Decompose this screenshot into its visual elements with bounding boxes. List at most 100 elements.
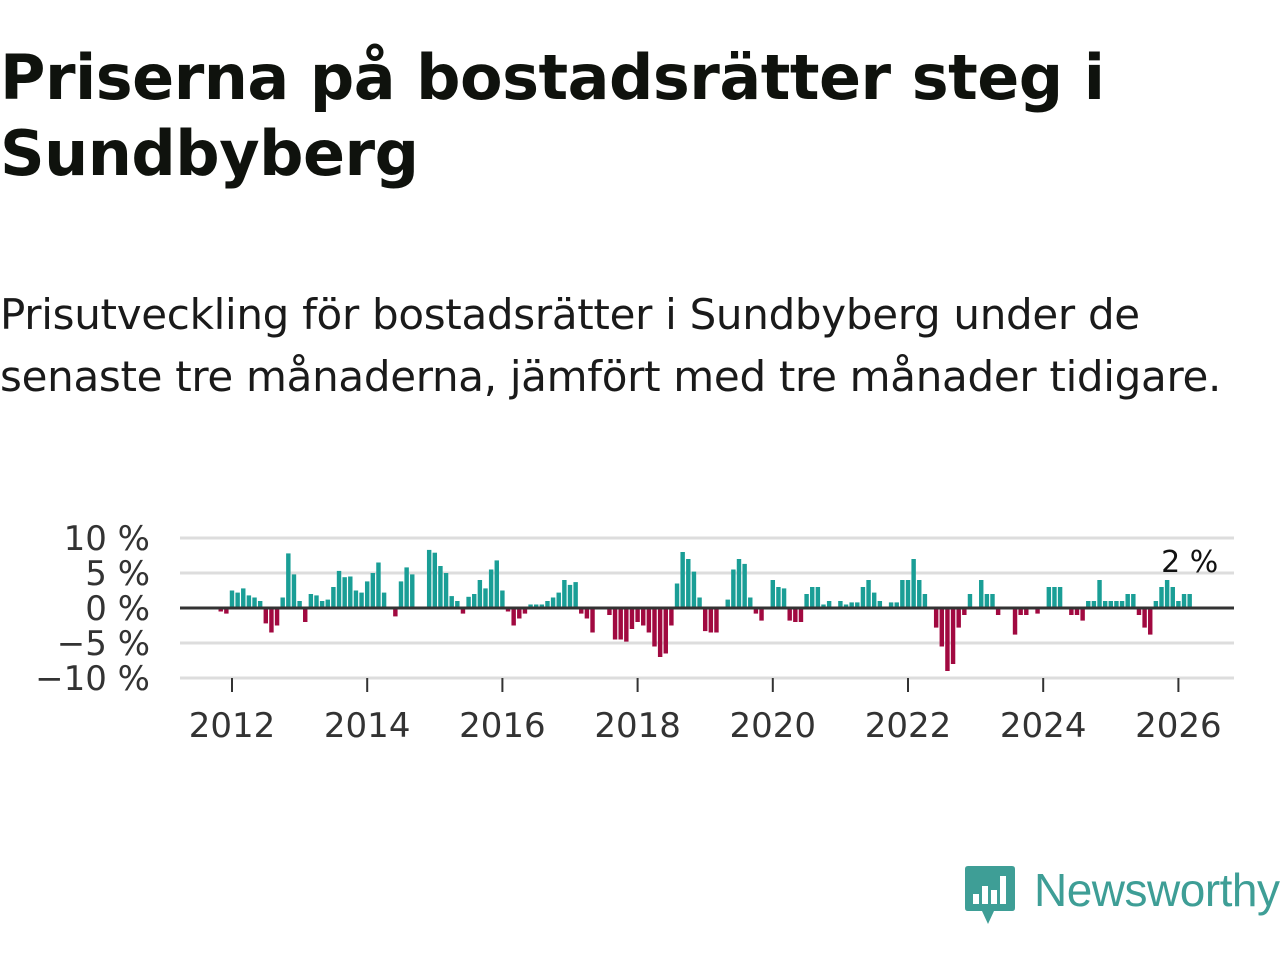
y-tick-label: −10 %: [35, 659, 150, 699]
bar: [286, 553, 291, 608]
bar: [911, 559, 916, 608]
bar: [1164, 580, 1170, 608]
bar: [308, 594, 314, 608]
bar: [821, 604, 826, 608]
bar: [1176, 601, 1181, 608]
bar: [477, 580, 483, 608]
bar: [871, 592, 877, 608]
bar: [483, 588, 488, 608]
bar: [336, 570, 342, 608]
x-tick-label: 2020: [730, 706, 817, 746]
bar: [364, 581, 370, 608]
bar: [539, 604, 545, 608]
bar: [849, 602, 854, 608]
bar: [702, 608, 708, 632]
bar: [669, 608, 674, 626]
bar: [979, 580, 984, 608]
bar: [1035, 608, 1040, 614]
bar: [438, 566, 443, 608]
bar: [500, 590, 505, 608]
bar: [263, 608, 269, 624]
bar: [410, 574, 415, 608]
bar: [229, 590, 235, 608]
bar: [404, 567, 409, 608]
grid-lines: [180, 536, 1234, 680]
bar: [674, 583, 680, 608]
bar: [641, 608, 646, 626]
bar: [748, 597, 753, 608]
bar: [376, 562, 381, 608]
bar: [1136, 608, 1142, 615]
bar: [1119, 601, 1125, 608]
bar: [877, 601, 883, 608]
bar: [562, 580, 567, 608]
y-tick-label: 10 %: [64, 519, 150, 559]
bar: [652, 608, 657, 647]
bar: [218, 608, 223, 612]
bar: [1086, 601, 1091, 608]
bar: [291, 574, 297, 608]
bar: [962, 608, 967, 615]
bar: [967, 594, 973, 608]
bar: [624, 608, 629, 642]
bar: [494, 560, 499, 608]
bar: [522, 608, 528, 614]
bar: [235, 592, 240, 608]
newsworthy-logo-icon: [965, 866, 1015, 924]
bar: [922, 594, 928, 608]
bar: [257, 601, 263, 608]
bar: [1159, 587, 1164, 608]
bar: [224, 608, 229, 614]
bar: [331, 587, 336, 608]
x-tick-label: 2016: [459, 706, 546, 746]
bar: [1074, 608, 1080, 615]
bar: [759, 608, 764, 621]
y-tick-label: 5 %: [85, 554, 150, 594]
bar: [725, 599, 730, 608]
bar: [353, 590, 359, 608]
y-tick-label: −5 %: [57, 624, 150, 664]
bar: [810, 587, 815, 608]
bar: [888, 602, 894, 608]
bar: [325, 599, 330, 608]
bar: [1091, 601, 1097, 608]
bar: [776, 587, 781, 608]
bar: [303, 608, 308, 622]
newsworthy-logo: Newsworthy: [964, 864, 1280, 928]
bar: [939, 608, 945, 647]
bar: [443, 573, 449, 608]
bar: [815, 587, 821, 608]
bar: [984, 594, 990, 608]
bar: [990, 594, 995, 608]
x-tick-label: 2014: [324, 706, 411, 746]
bar: [455, 601, 460, 608]
bar: [567, 584, 573, 608]
bar: [393, 608, 398, 617]
bar: [274, 608, 280, 626]
bar: [736, 559, 742, 608]
bar: [1018, 608, 1023, 615]
bar: [342, 577, 347, 608]
bar: [1046, 587, 1052, 608]
bar: [449, 596, 454, 608]
bar: [686, 559, 691, 608]
bar: [607, 608, 612, 615]
bar: [517, 608, 522, 619]
bar: [860, 587, 866, 608]
bar: [945, 608, 950, 671]
bar: [612, 608, 618, 640]
bar: [1012, 608, 1018, 635]
bar: [1153, 601, 1159, 608]
bar: [1057, 587, 1063, 608]
bar: [950, 608, 956, 664]
bar: [460, 608, 466, 614]
bar: [370, 573, 376, 608]
bar: [241, 588, 246, 608]
bar: [798, 608, 804, 622]
bar: [1125, 594, 1130, 608]
logo-wordmark: Newsworthy: [1034, 864, 1280, 916]
bar: [995, 608, 1001, 615]
bar: [1114, 601, 1119, 608]
bar-series: [218, 549, 1192, 671]
bar: [826, 601, 832, 608]
